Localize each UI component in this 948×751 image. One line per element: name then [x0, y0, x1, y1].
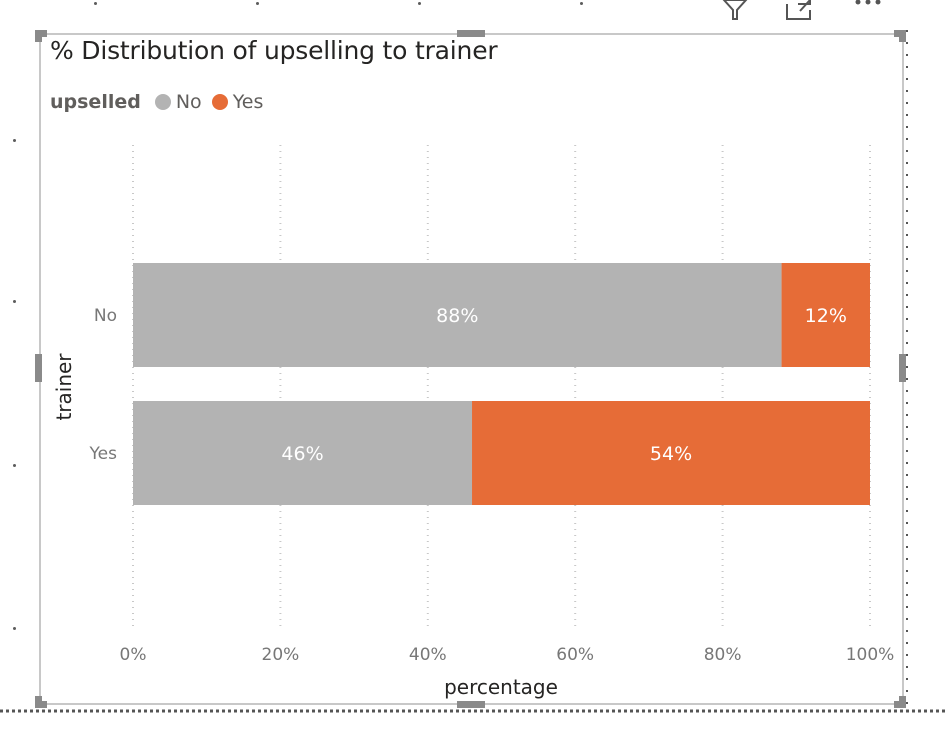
bar-data-label: 54%	[650, 443, 692, 465]
x-tick-label: 60%	[556, 645, 594, 665]
bar-segment[interactable]	[472, 401, 870, 505]
canvas-border-dotted	[0, 709, 948, 713]
legend-item-yes[interactable]: Yes	[211, 91, 264, 113]
legend-title: upselled	[50, 91, 141, 113]
canvas-dot	[580, 2, 583, 5]
x-tick-label: 100%	[846, 645, 895, 665]
bar-data-label: 88%	[436, 305, 478, 327]
bar-segment[interactable]	[133, 401, 473, 505]
legend-swatch-yes	[211, 94, 228, 110]
resize-corner-bottom-left[interactable]	[35, 696, 47, 708]
x-axis-title: percentage	[444, 675, 558, 699]
resize-handle-bottom[interactable]	[457, 701, 485, 708]
filter-icon[interactable]	[720, 0, 750, 20]
canvas-dot	[13, 627, 16, 630]
resize-handle-right[interactable]	[899, 354, 906, 382]
resize-corner-top-right[interactable]	[894, 30, 906, 42]
chart-title: % Distribution of upselling to trainer	[50, 36, 498, 65]
legend-swatch-no	[154, 94, 171, 110]
legend-label-yes: Yes	[232, 91, 264, 113]
legend: upselled No Yes	[50, 90, 273, 114]
bar-data-label: 12%	[805, 305, 847, 327]
legend-item-no[interactable]: No	[154, 91, 202, 113]
canvas-border-dotted-right	[906, 30, 908, 710]
bar-data-label: 46%	[281, 443, 323, 465]
more-options-icon[interactable]	[853, 0, 883, 20]
y-category-label: No	[94, 306, 117, 326]
canvas-dot	[13, 464, 16, 467]
x-tick-label: 40%	[409, 645, 447, 665]
resize-corner-top-left[interactable]	[35, 30, 47, 42]
y-category-label: Yes	[89, 444, 118, 464]
canvas-dot	[94, 2, 97, 5]
resize-corner-bottom-right[interactable]	[894, 696, 906, 708]
canvas-dot	[418, 2, 421, 5]
legend-label-no: No	[175, 91, 202, 113]
focus-mode-icon[interactable]	[784, 0, 814, 20]
x-tick-label: 0%	[120, 645, 147, 665]
x-tick-label: 20%	[262, 645, 300, 665]
resize-handle-left[interactable]	[35, 354, 42, 382]
canvas-dot	[13, 139, 16, 142]
canvas-dot	[256, 2, 259, 5]
bar-segment[interactable]	[133, 263, 782, 367]
resize-handle-top[interactable]	[457, 30, 485, 37]
x-tick-label: 80%	[704, 645, 742, 665]
y-axis-title: trainer	[52, 353, 76, 421]
canvas-dot	[13, 300, 16, 303]
bar-segment[interactable]	[781, 263, 870, 367]
